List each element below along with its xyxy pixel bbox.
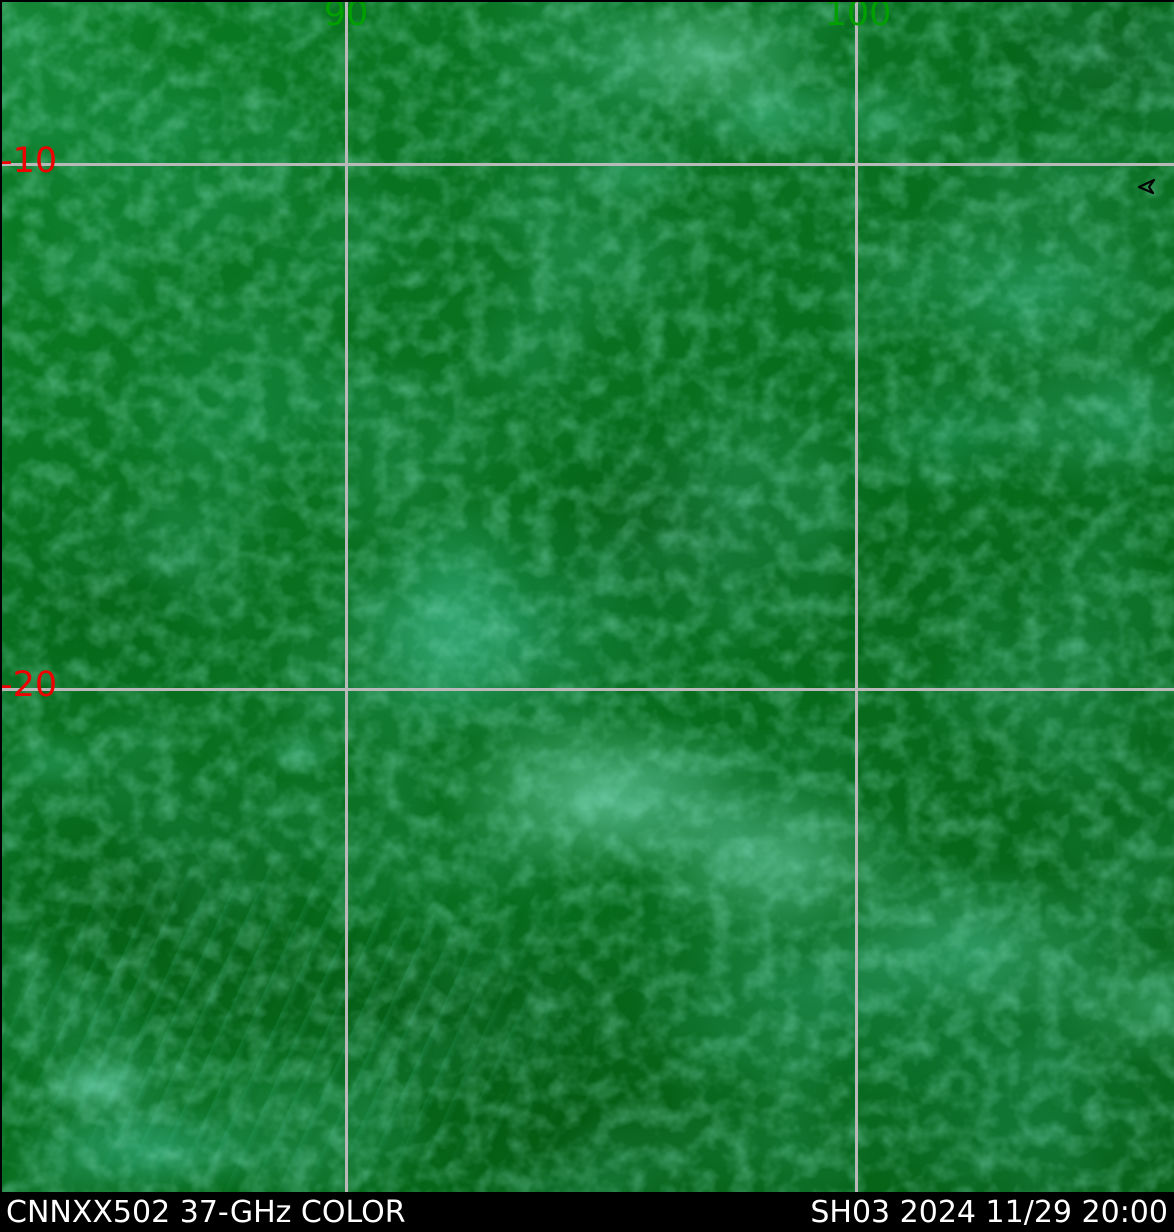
storm-timestamp-caption: SH03 2024 11/29 20:00 [810, 1195, 1168, 1230]
noise-texture [0, 0, 1174, 1192]
product-caption: CNNXX502 37-GHz COLOR [6, 1195, 406, 1230]
caption-bar: CNNXX502 37-GHz COLOR SH03 2024 11/29 20… [0, 1192, 1174, 1232]
latitude-label-minus20: -20 [0, 665, 58, 705]
longitude-gridline-100 [855, 0, 858, 1192]
latitude-label-minus10: -10 [0, 141, 58, 181]
latitude-gridline-minus10 [0, 163, 1174, 166]
latitude-gridline-minus20 [0, 688, 1174, 691]
cursor-arrow-icon [1137, 178, 1156, 195]
satellite-image: 90 100 -10 -20 [0, 0, 1174, 1192]
longitude-label-100: 100 [824, 0, 892, 34]
longitude-label-90: 90 [323, 0, 369, 34]
image-top-border [0, 0, 1174, 2]
longitude-gridline-90 [345, 0, 348, 1192]
image-left-border [0, 0, 2, 1192]
